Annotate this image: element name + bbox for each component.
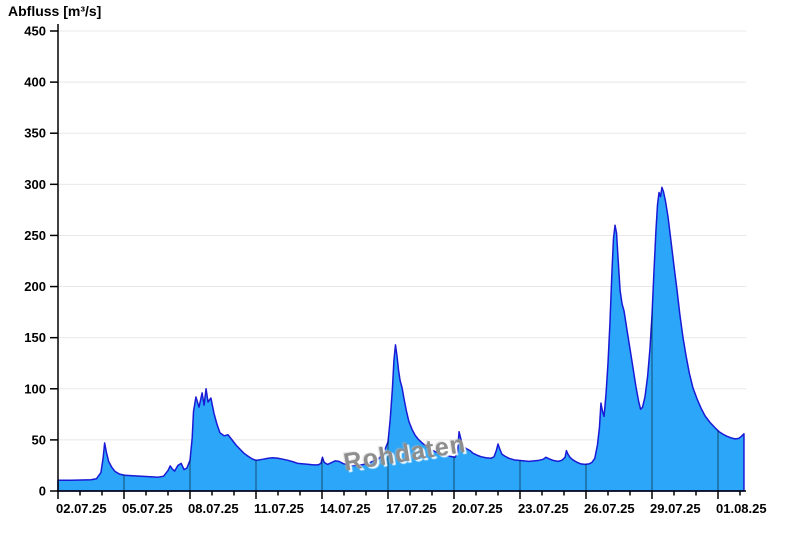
y-axis-labels: 0 50 100 150 200 250 300 350 400 450: [24, 24, 46, 499]
y-tick-label-300: 300: [24, 177, 46, 192]
chart-title: Abfluss [m³/s]: [8, 3, 102, 19]
x-tick-label-17.07.25: 17.07.25: [386, 501, 437, 516]
axes: [57, 24, 746, 492]
y-axis-ticks: [50, 30, 58, 492]
x-tick-label-08.07.25: 08.07.25: [188, 501, 239, 516]
x-tick-label-26.07.25: 26.07.25: [584, 501, 635, 516]
x-tick-label-14.07.25: 14.07.25: [320, 501, 371, 516]
horizontal-gridlines: [58, 30, 746, 441]
y-tick-label-350: 350: [24, 126, 46, 141]
x-tick-label-29.07.25: 29.07.25: [650, 501, 701, 516]
y-tick-label-50: 50: [32, 432, 46, 447]
x-tick-label-01.08.25: 01.08.25: [716, 501, 767, 516]
x-tick-label-02.07.25: 02.07.25: [56, 501, 107, 516]
x-tick-label-05.07.25: 05.07.25: [122, 501, 173, 516]
x-tick-label-11.07.25: 11.07.25: [254, 501, 304, 516]
y-tick-label-0: 0: [39, 484, 46, 499]
y-tick-label-400: 400: [24, 75, 46, 90]
y-tick-label-450: 450: [24, 24, 46, 39]
y-tick-label-150: 150: [24, 330, 46, 345]
x-tick-label-20.07.25: 20.07.25: [452, 501, 503, 516]
x-axis-ticks: [57, 491, 741, 499]
discharge-area-series: [57, 186, 745, 492]
x-axis-labels: 02.07.25 05.07.25 08.07.25 11.07.25 14.07.25…: [56, 501, 767, 516]
x-tick-label-23.07.25: 23.07.25: [518, 501, 569, 516]
y-tick-label-100: 100: [24, 381, 46, 396]
y-tick-label-200: 200: [24, 279, 46, 294]
y-tick-label-250: 250: [24, 228, 46, 243]
